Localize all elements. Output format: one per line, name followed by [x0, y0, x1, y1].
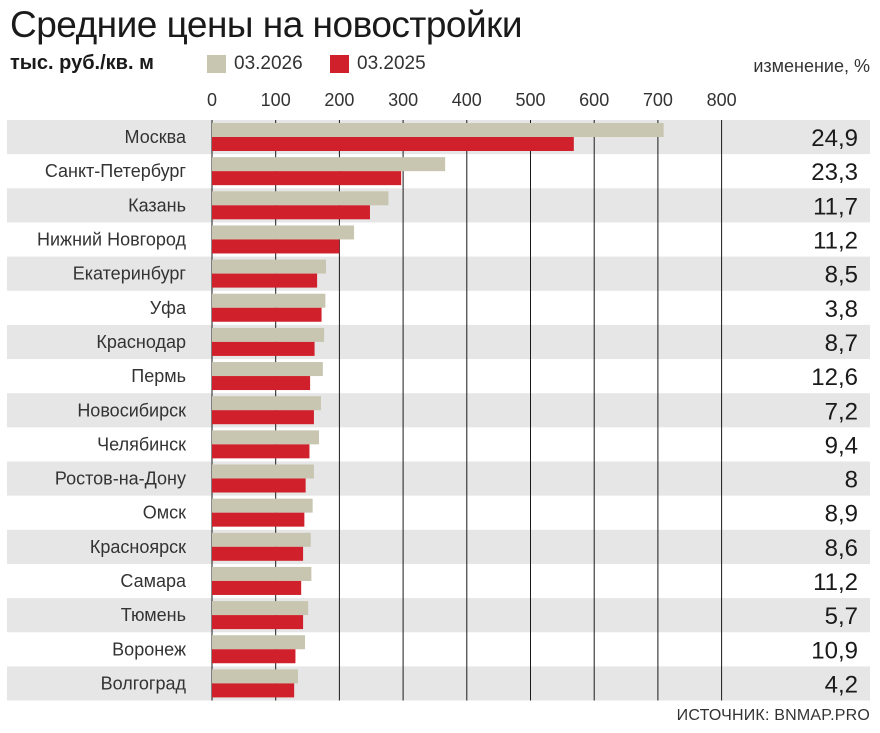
row-band	[7, 324, 870, 360]
x-tick-label: 0	[207, 90, 217, 110]
change-value: 7,2	[825, 398, 858, 425]
legend-label-2025: 03.2025	[357, 53, 426, 74]
bar-2025	[212, 307, 322, 322]
category-label: Волгоград	[101, 673, 187, 693]
legend-swatch-2026	[207, 55, 226, 73]
bar-2026	[212, 532, 311, 547]
category-label: Екатеринбург	[73, 264, 187, 284]
bar-2026	[212, 464, 314, 479]
category-label: Пермь	[131, 366, 186, 386]
legend-label-2026: 03.2026	[234, 53, 303, 74]
bar-2026	[212, 566, 312, 581]
bar-2025	[212, 580, 302, 595]
change-column-label: изменение, %	[753, 56, 870, 76]
bar-2025	[212, 205, 370, 220]
bar-2026	[212, 157, 446, 172]
change-value: 11,2	[813, 228, 858, 255]
category-label: Санкт-Петербург	[45, 161, 187, 181]
bar-2026	[212, 669, 298, 684]
category-label: Омск	[143, 503, 186, 523]
bar-2025	[212, 615, 304, 630]
x-tick-label: 600	[579, 90, 609, 110]
bar-2026	[212, 396, 321, 411]
x-tick-label: 700	[643, 90, 673, 110]
row-band	[7, 598, 870, 633]
change-value: 11,2	[813, 569, 858, 596]
units-label: тыс. руб./кв. м	[10, 52, 154, 74]
row-band	[7, 393, 870, 428]
change-value: 9,4	[825, 432, 858, 459]
bar-2025	[212, 478, 306, 493]
bar-2025	[212, 444, 310, 459]
source-note: ИСТОЧНИК: BNMAP.PRO	[676, 707, 870, 724]
bar-2026	[212, 635, 306, 650]
bar-2025	[212, 171, 402, 186]
x-tick-label: 400	[452, 90, 482, 110]
bar-2026	[212, 327, 325, 342]
change-value: 10,9	[811, 637, 858, 664]
category-label: Тюмень	[121, 605, 186, 625]
bar-2025	[212, 341, 315, 356]
bar-2025	[212, 239, 340, 254]
change-value: 8,6	[825, 535, 858, 562]
x-tick-label: 500	[515, 90, 545, 110]
bar-2025	[212, 546, 304, 561]
chart-title: Средние цены на новостройки	[10, 4, 523, 45]
change-value: 8,9	[825, 501, 858, 528]
category-label: Краснодар	[96, 332, 186, 352]
x-tick-label: 200	[324, 90, 354, 110]
category-label: Ростов-на-Дону	[55, 469, 186, 489]
category-label: Нижний Новгород	[37, 230, 187, 250]
legend-item-2025: 03.2025	[330, 53, 426, 75]
bar-2026	[212, 225, 355, 240]
bar-2026	[212, 123, 664, 137]
bar-2025	[212, 137, 574, 151]
bar-2026	[212, 293, 326, 308]
row-band	[7, 666, 870, 701]
change-value: 23,3	[811, 159, 858, 186]
bar-2026	[212, 498, 313, 513]
bar-2026	[212, 259, 327, 274]
change-value: 8,7	[825, 330, 858, 357]
category-label: Казань	[128, 195, 186, 215]
change-value: 11,7	[813, 193, 858, 220]
bar-2025	[212, 376, 311, 391]
category-label: Новосибирск	[77, 400, 186, 420]
change-value: 12,6	[811, 364, 858, 391]
category-label: Красноярск	[90, 537, 186, 557]
bar-2026	[212, 191, 389, 206]
row-band	[7, 256, 870, 291]
bar-2025	[212, 512, 305, 527]
legend-swatch-2025	[330, 55, 349, 73]
change-value: 4,2	[825, 671, 858, 698]
bar-2025	[212, 410, 314, 425]
bar-2026	[212, 362, 323, 377]
category-label: Самара	[120, 571, 187, 591]
change-value: 5,7	[825, 603, 858, 630]
change-value: 8	[845, 467, 858, 494]
category-label: Челябинск	[97, 434, 186, 454]
bar-2025	[212, 649, 296, 664]
x-tick-label: 300	[388, 90, 418, 110]
bar-2026	[212, 601, 309, 616]
bar-2026	[212, 430, 320, 445]
category-label: Уфа	[150, 298, 187, 318]
change-value: 3,8	[825, 296, 858, 323]
bar-2025	[212, 273, 318, 288]
bar-2025	[212, 683, 295, 698]
row-band	[7, 188, 870, 223]
change-value: 8,5	[825, 262, 858, 289]
category-label: Москва	[125, 127, 187, 147]
row-band	[7, 461, 870, 496]
x-tick-label: 800	[707, 90, 737, 110]
category-label: Воронеж	[112, 639, 186, 659]
x-tick-label: 100	[261, 90, 291, 110]
row-band	[7, 529, 870, 564]
legend-item-2026: 03.2026	[207, 53, 303, 75]
change-value: 24,9	[811, 125, 858, 152]
